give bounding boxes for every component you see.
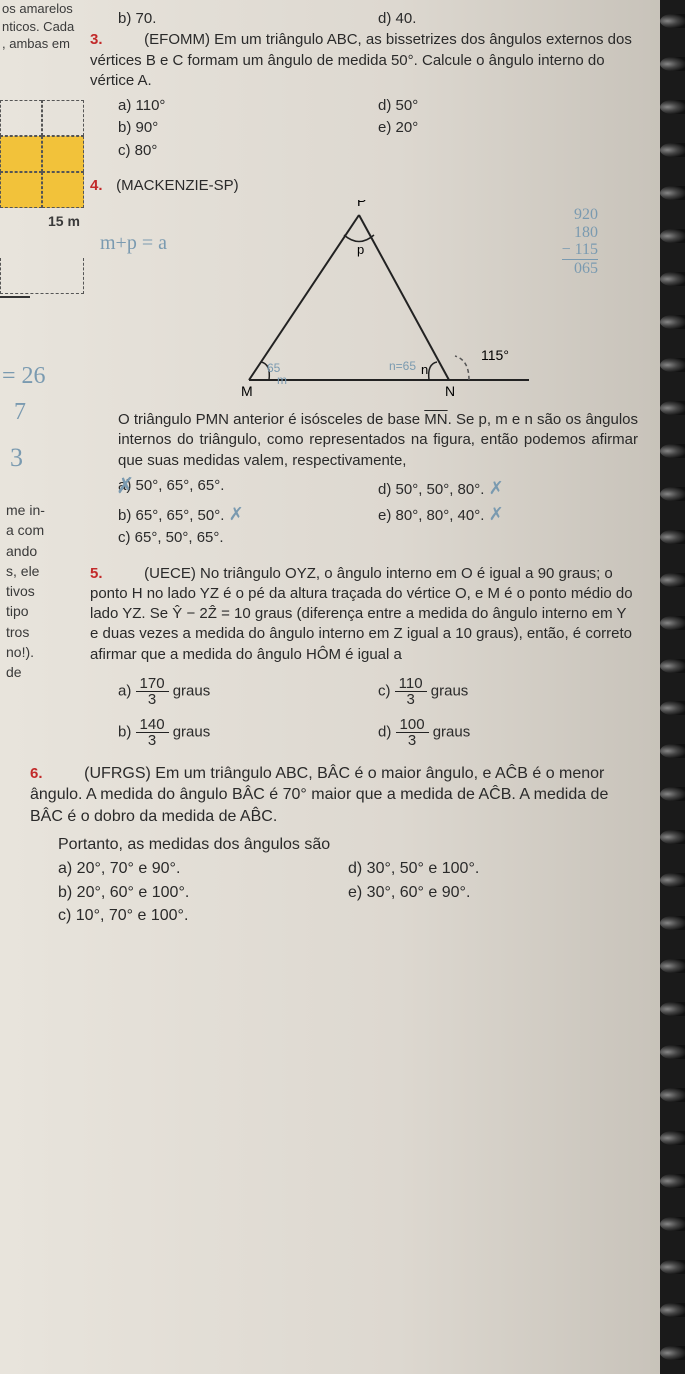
question-4: 4. (MACKENZIE-SP) m+p = a 920 180 − 115 … [90,176,638,550]
option: b) 20°, 60° e 100°. [58,881,348,905]
question-lead: Portanto, as medidas dos ângulos são [58,834,638,856]
option: c) 65°, 50°, 65°. [118,527,378,549]
option: d) 50°, 50°, 80°. ✗ [378,475,638,501]
option: a) 20°, 70° e 90°. [58,857,348,881]
option: c) 10°, 70° e 100°. [58,904,348,928]
pencil-note: m+p = a [100,230,167,257]
option: b) 65°, 65°, 50°. ✗ [118,501,378,527]
frag-text: os amarelos [0,0,86,18]
frag-text: , ambas em [0,35,86,53]
option: b) 1403 graus [118,716,378,749]
question-number: 6. [30,764,52,784]
frag-text: ando [4,541,45,561]
question-text: (UFRGS) Em um triângulo ABC, BÂC é o mai… [30,765,608,825]
triangle-pmn-figure: P p M N n 65 m n=65 115° [189,200,549,400]
question-header: (MACKENZIE-SP) [116,177,239,194]
exterior-angle-label: 115° [481,347,509,363]
angle-label: p [357,242,364,257]
frag-text: no!). [4,642,45,662]
option: d) 40. [378,8,638,30]
frag-text: a com [4,520,45,540]
yellow-grid-figure: 15 m [0,100,86,220]
prev-question-options: b) 70. d) 40. [118,8,638,30]
vertex-label: N [445,383,455,399]
question-text: O triângulo PMN anterior é isósceles de … [118,410,638,471]
question-number: 4. [90,176,112,196]
question-number: 3. [90,30,112,50]
frag-text: tipo [4,601,45,621]
angle-label: n [421,362,428,377]
option: c) 80° [118,140,378,162]
frag-text: de [4,662,45,682]
vertex-label: M [241,383,253,399]
pencil-angle: n=65 [389,359,416,373]
option: d) 50° [378,95,638,117]
option: d) 1003 graus [378,716,638,749]
option: b) 70. [118,8,378,30]
vertex-label: P [357,200,366,209]
question-text: (EFOMM) Em um triângulo ABC, as bissetri… [90,31,632,89]
question-text: (UECE) No triângulo OYZ, o ângulo intern… [90,565,633,663]
frag-text: me in- [4,500,45,520]
frag-text: nticos. Cada [0,18,86,36]
frag-text: s, ele [4,561,45,581]
pencil-angle-m: m [277,373,287,387]
grid-label-15m: 15 m [48,212,80,231]
pencil-arithmetic: 920 180 − 115 065 [562,206,598,277]
pencil-note: 3 [10,440,23,475]
main-column: b) 70. d) 40. 3. (EFOMM) Em um triângulo… [90,8,638,928]
spiral-binding [660,0,685,1374]
pencil-note: 7 [14,396,26,428]
option: e) 80°, 80°, 40°. ✗ [378,501,638,527]
pencil-note: = 26 [2,360,46,392]
option: e) 30°, 60° e 90°. [348,881,638,905]
question-3: 3. (EFOMM) Em um triângulo ABC, as bisse… [90,30,638,162]
option: b) 90° [118,117,378,139]
left-margin-fragments: os amarelos nticos. Cada , ambas em 15 m… [0,0,86,53]
option: a) 110° [118,95,378,117]
option: a) 1703 graus [118,675,378,708]
question-6: 6. (UFRGS) Em um triângulo ABC, BÂC é o … [30,763,638,928]
question-number: 5. [90,564,112,584]
question-5: 5. (UECE) No triângulo OYZ, o ângulo int… [90,564,638,749]
frag-text: tivos [4,581,45,601]
option: c) 1103 graus [378,675,638,708]
option: a) 50°, 65°, 65°. ✗ [118,475,378,501]
option: e) 20° [378,117,638,139]
option: d) 30°, 50° e 100°. [348,857,638,881]
frag-text: tros [4,622,45,642]
